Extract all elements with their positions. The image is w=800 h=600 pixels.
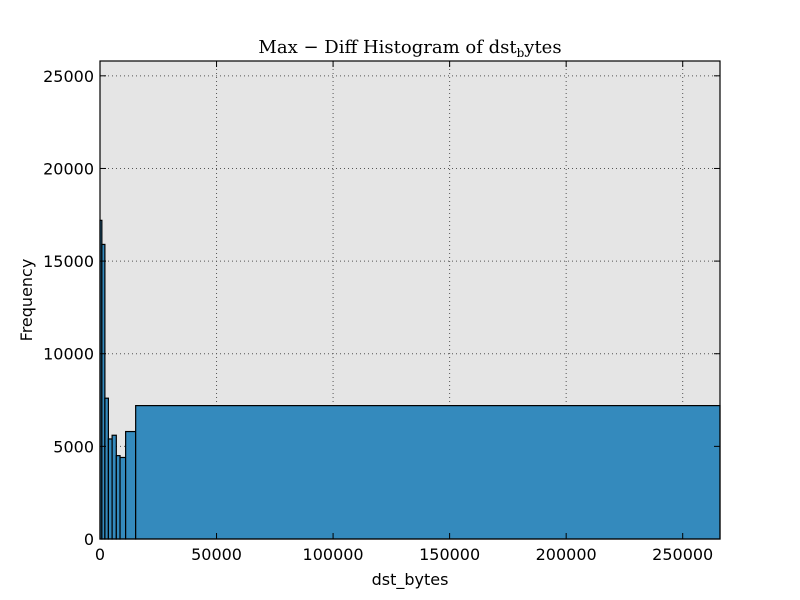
histogram-bar — [135, 405, 721, 540]
x-tick-label: 100000 — [303, 545, 364, 564]
x-tick-label: 200000 — [536, 545, 597, 564]
y-tick-label: 20000 — [43, 159, 94, 178]
chart-title-main: Max − Diff Histogram of dst — [258, 37, 517, 58]
y-tick-label: 10000 — [43, 345, 94, 364]
axis-ticks: 0 50000 100000 150000 200000 250000 0 5000 10000… — [43, 61, 720, 564]
y-tick-label: 25000 — [43, 67, 94, 86]
x-tick-label: 0 — [95, 545, 105, 564]
y-tick-label: 0 — [84, 530, 94, 549]
histogram-bar — [111, 434, 117, 540]
chart-title-tail: ytes — [523, 37, 561, 58]
x-tick-label: 250000 — [652, 545, 713, 564]
x-tick-label: 150000 — [419, 545, 480, 564]
x-tick-label: 50000 — [191, 545, 242, 564]
chart-title-subscript: b — [517, 46, 525, 60]
y-tick-label: 15000 — [43, 252, 94, 271]
histogram-bar — [119, 456, 127, 540]
histogram-bars — [99, 219, 721, 540]
x-axis-label: dst_bytes — [372, 570, 449, 590]
plot-frame — [99, 60, 721, 540]
y-tick-label: 5000 — [53, 437, 94, 456]
histogram-bar — [125, 430, 137, 540]
chart-title: Max − Diff Histogram of dstbytes — [258, 37, 561, 60]
y-axis-label: Frequency — [17, 259, 36, 342]
